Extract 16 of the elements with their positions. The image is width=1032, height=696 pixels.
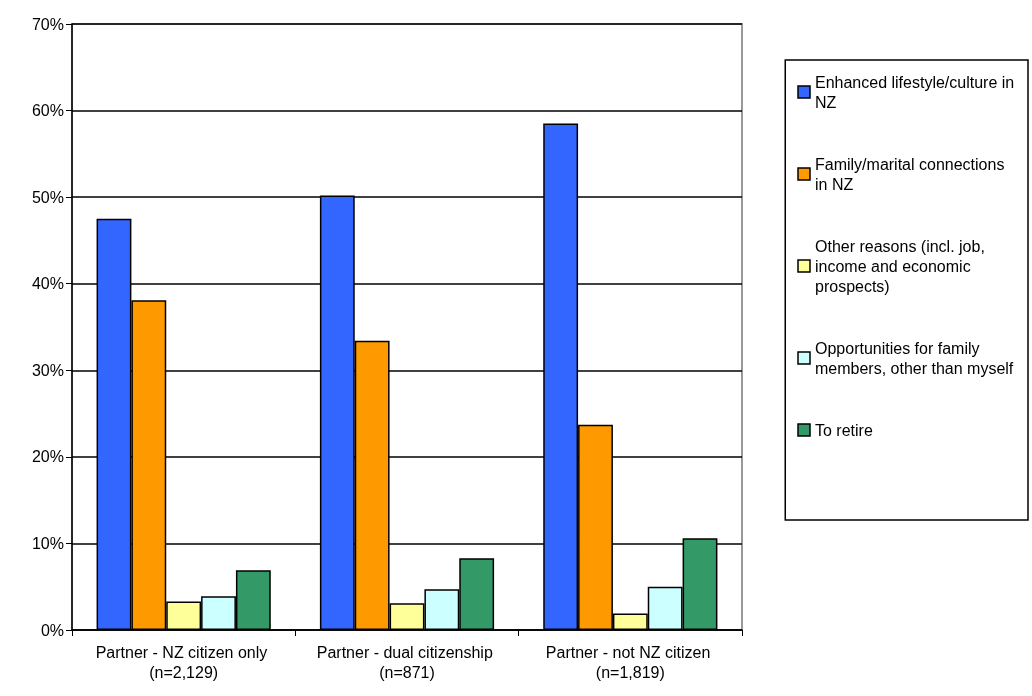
y-tick-label: 20% <box>31 448 64 466</box>
y-tick-label: 60% <box>31 102 64 120</box>
y-tick-label: 50% <box>31 188 64 206</box>
x-tick-label: Partner - NZ citizen only (n=2,129) <box>95 643 272 681</box>
y-tick-label: 10% <box>31 534 64 552</box>
x-tick-label: Partner - not NZ citizen (n=1,819) <box>545 643 715 681</box>
legend-label: Opportunities for family members, other than myself <box>815 339 1014 377</box>
x-tick-label: Partner - dual citizenship (n=871) <box>316 643 498 681</box>
y-tick-label: 30% <box>31 361 64 379</box>
y-tick-label: 70% <box>31 15 64 33</box>
legend-label: Family/marital connections in NZ <box>815 155 1009 193</box>
legend-label: Other reasons (incl. job, income and economic prospects) <box>815 237 990 295</box>
y-tick-label: 40% <box>31 275 64 293</box>
legend-label: Enhanced lifestyle/culture in NZ <box>815 73 1019 111</box>
y-tick-label: 0% <box>40 621 64 639</box>
legend-label: To retire <box>815 421 873 439</box>
